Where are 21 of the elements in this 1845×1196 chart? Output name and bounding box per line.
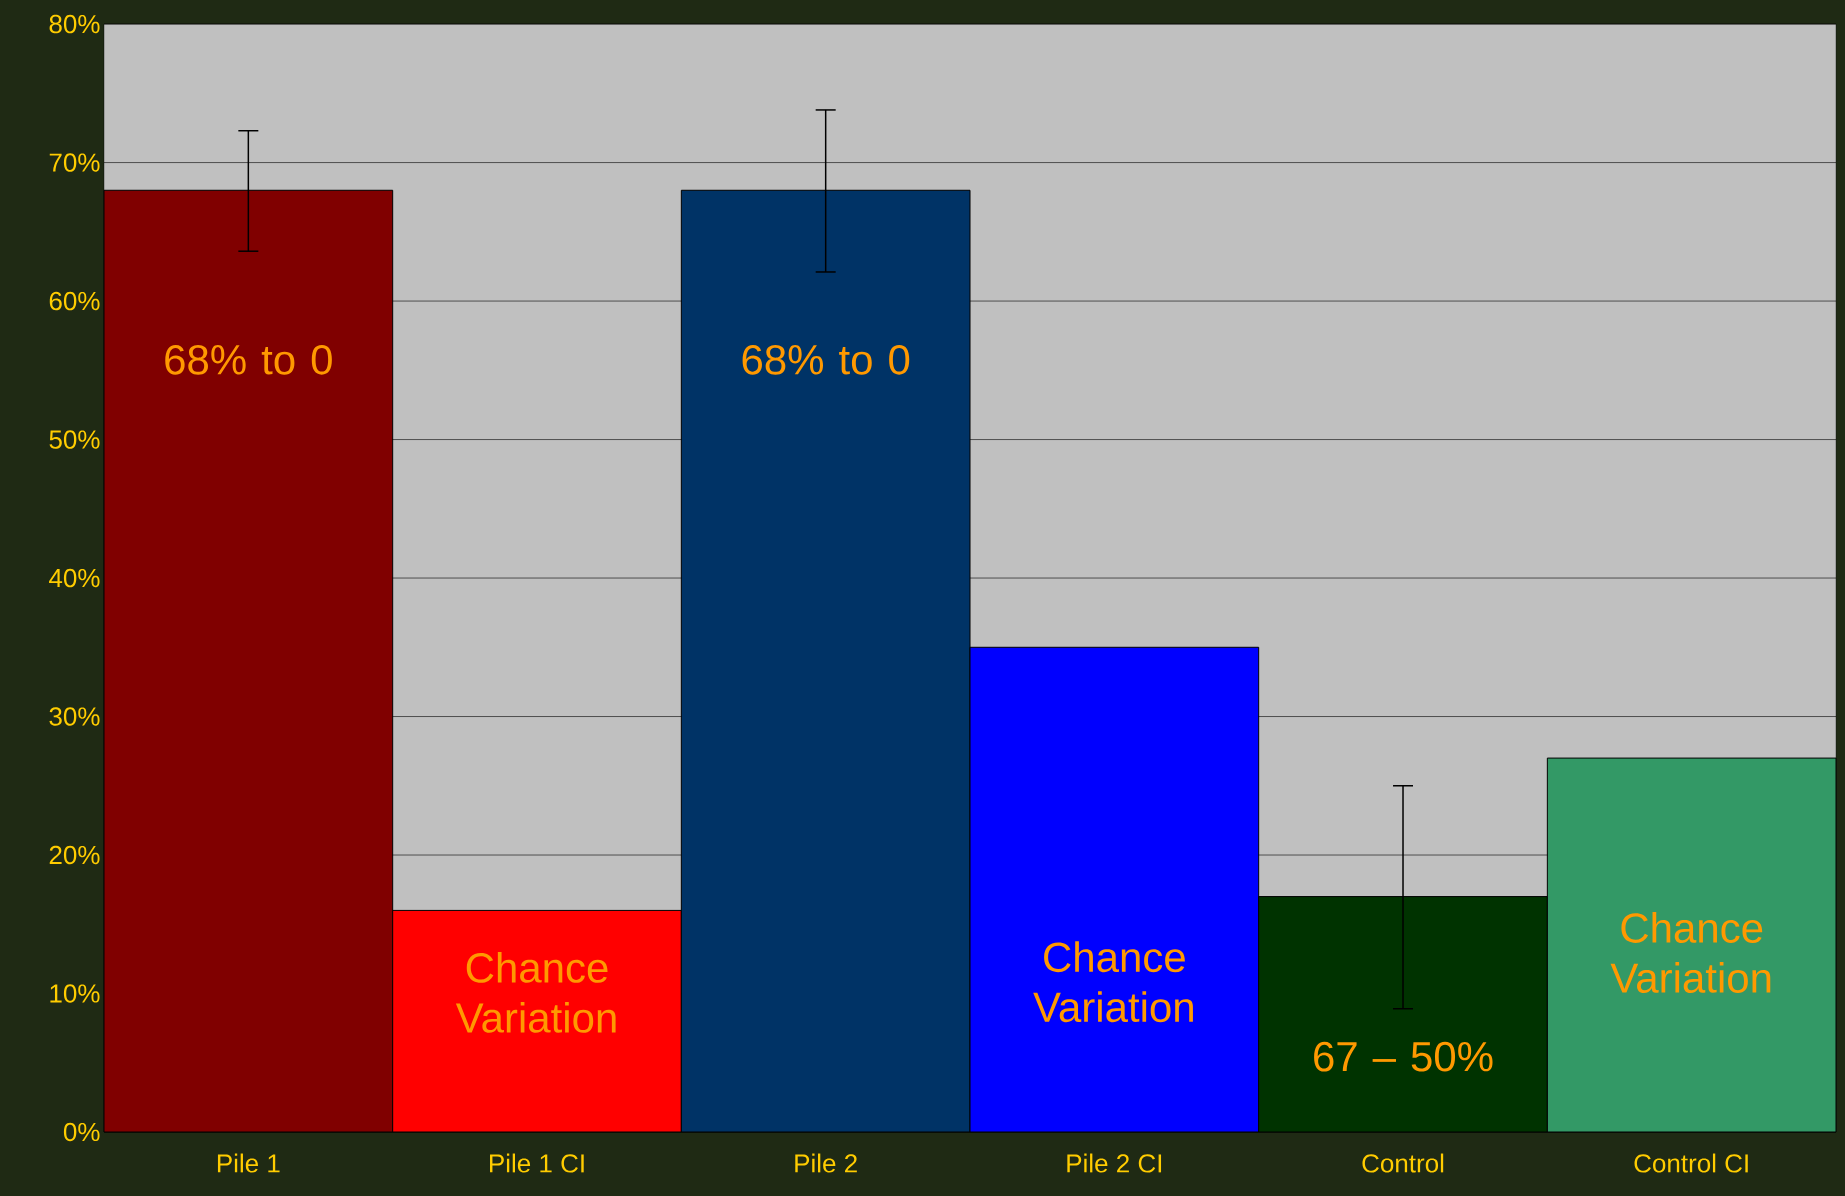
annotation: 68% to 0 <box>165 344 332 375</box>
y-tick-label: 70% <box>49 153 100 172</box>
annotation: 67 – 50% <box>1314 1041 1493 1072</box>
x-tick-label: Pile 1 <box>217 1153 280 1173</box>
y-tick-label: 50% <box>49 430 100 449</box>
y-tick-label: 40% <box>49 568 100 588</box>
y-tick-label: 20% <box>49 845 100 865</box>
x-tick-label: Control <box>1362 1153 1444 1173</box>
y-tick-label: 10% <box>50 984 100 1003</box>
x-tick-label: Pile 1 CI <box>490 1153 584 1173</box>
y-tick-label: 30% <box>49 707 100 726</box>
y-tick-label: 0% <box>63 1122 100 1142</box>
x-tick-label: Pile 2 <box>795 1153 857 1173</box>
annotation: Chance Variation <box>455 951 616 1033</box>
annotation: Chance Variation <box>1610 912 1771 993</box>
x-tick-label: Control CI <box>1634 1153 1748 1173</box>
annotation: Chance Variation <box>1033 941 1193 1023</box>
y-tick-label: 60% <box>49 291 100 311</box>
x-tick-label: Pile 2 CI <box>1067 1153 1162 1173</box>
annotation: 68% to 0 <box>742 344 910 375</box>
y-tick-label: 80% <box>49 14 100 34</box>
